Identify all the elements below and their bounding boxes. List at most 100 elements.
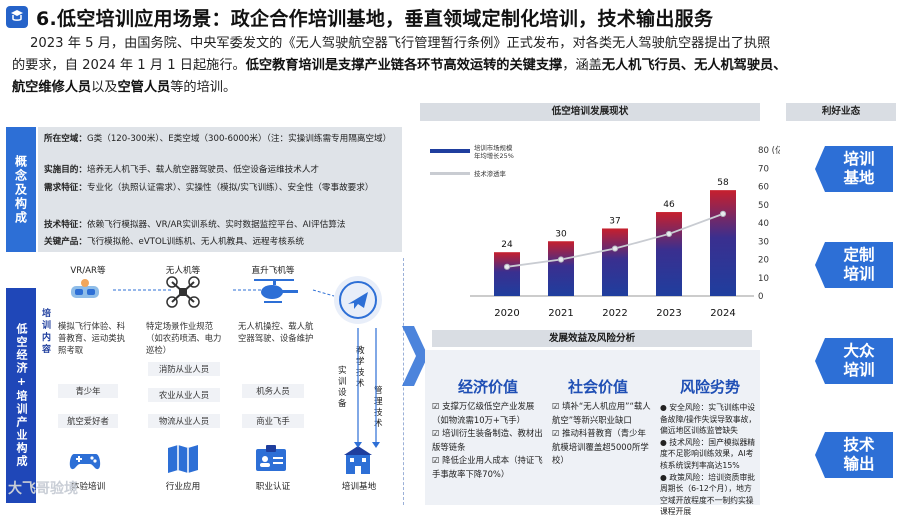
list-item-text: 培训衍生装备制造、教材出版等链条 <box>432 428 543 452</box>
concept-row: 实施目的：培养无人机飞手、载人航空器驾驶员、低空设备运维技术人才 <box>44 164 396 177</box>
concept-value: 培养无人机飞手、载人航空器驾驶员、低空设备运维技术人才 <box>86 165 320 175</box>
header-icon <box>6 6 28 28</box>
bar <box>656 212 682 296</box>
list-item: ● 安全风险：实飞训练中设备故障/操作失误导致事故，偏远地区训练监管缺失 <box>660 403 757 436</box>
list-item: ● 政策风险：培训资质审批周期长（6-12个月），地方空域开放程度不一制约实操课… <box>660 472 756 517</box>
col-foot: 行业应用 <box>165 482 201 492</box>
map-icon <box>166 444 200 474</box>
col-foot: 职业认证 <box>255 482 291 492</box>
y-tick-label: 40 <box>758 219 769 229</box>
concept-key: 所在空域： <box>44 134 87 144</box>
y-tick-label: 10 <box>758 274 769 284</box>
concept-key: 需求特征： <box>44 183 87 193</box>
intro-text: 以及 <box>91 80 118 95</box>
benefit-training-base[interactable]: 培训 基地 <box>815 146 893 192</box>
flow-lines <box>113 289 380 448</box>
concept-value: G类（120-300米）、E类空域（300-6000米）（注：实操训练需专用隔离… <box>86 134 392 144</box>
benefit-custom-training[interactable]: 定制 培训 <box>815 242 893 288</box>
audience-tag: 商业飞手 <box>242 414 304 428</box>
x-tick-label: 2020 <box>494 308 519 319</box>
series-point <box>665 230 673 238</box>
y-tick-label: 70 <box>758 164 769 174</box>
intro-emphasis: 无人机飞行员、无人机驾驶员、 <box>601 58 787 73</box>
benefit-label: 培训 <box>843 265 875 283</box>
data-label: 46 <box>663 200 675 210</box>
vr-headset-icon <box>68 278 102 304</box>
audience-tag: 物流从业人员 <box>148 414 220 428</box>
intro-emphasis: 低空教育培训是支撑产业链各环节高效运转的关键支撑 <box>245 58 563 73</box>
legend-label: 技术渗透率 <box>474 169 507 178</box>
audience-tag: 机务人员 <box>242 384 304 398</box>
analysis-title: 发展效益及风险分析 <box>432 330 752 347</box>
data-label: 37 <box>609 216 620 226</box>
arrow-label: 管理技术 <box>374 386 383 429</box>
list-item: ☑ 推动科普教育（青少年航模培训覆盖超5000所学校） <box>552 428 649 466</box>
benefit-label: 技术 <box>843 436 875 454</box>
benefit-tech-output[interactable]: 技术 输出 <box>815 432 893 478</box>
benefit-public-training[interactable]: 大众 培训 <box>815 338 893 384</box>
audience-tag: 消防从业人员 <box>148 362 220 376</box>
x-tick-label: 2021 <box>548 308 573 319</box>
intro-text: 的要求，自 2024 年 1 月 1 日起施行。 <box>12 58 246 73</box>
legend-label: 培训市场规模 <box>474 143 513 152</box>
series-point <box>557 256 565 263</box>
series-point <box>503 263 511 270</box>
building-icon <box>342 444 374 476</box>
id-card-icon <box>254 444 288 474</box>
y-tick-label: 80 (亿) <box>758 144 780 156</box>
benefit-label: 大众 <box>843 342 875 360</box>
concept-value: 依赖飞行模拟器、VR/AR实训系统、实时数据监控平台、AI评估算法 <box>86 220 346 230</box>
intro-emphasis: 航空维修人员 <box>12 80 92 95</box>
bar <box>494 252 520 296</box>
social-value-list: ☑ 填补“无人机应用”“载人航空”等新兴职业缺口 ☑ 推动科普教育（青少年航模培… <box>552 400 652 468</box>
benefit-label: 定制 <box>843 246 875 264</box>
col-head: 直升飞机等 <box>251 266 295 276</box>
benefit-label: 培训 <box>843 150 875 168</box>
benefit-title: 利好业态 <box>786 103 896 121</box>
concept-row: 关键产品：飞行模拟舱、eVTOL训练机、无人机教具、远程考核系统 <box>44 236 396 249</box>
list-item: ☑ 支撑万亿级低空产业发展（如物流需10万+飞手） <box>432 401 535 425</box>
page-title: 6.低空培训应用场景：政企合作培训基地，垂直领域定制化培训，技术输出服务 <box>36 8 714 30</box>
x-tick-label: 2024 <box>710 308 735 319</box>
legend-swatch <box>430 149 470 153</box>
econ-tab: 低空经济+培训产业构成 <box>6 288 36 503</box>
col-head: VR/AR等 <box>70 266 106 276</box>
col-note: 模拟飞行体验、科普教育、运动类执照考取 <box>58 321 125 355</box>
big-arrow <box>402 326 428 386</box>
benefit-label: 输出 <box>843 455 875 473</box>
drone-icon <box>166 276 200 308</box>
y-tick-label: 20 <box>758 256 769 266</box>
list-item-text: 安全风险：实飞训练中设备故障/操作失误导致事故，偏远地区训练监管缺失 <box>660 403 757 436</box>
chart-title: 低空培训发展现状 <box>420 103 760 121</box>
arrow-label: 实训设备 <box>338 366 347 409</box>
intro-paragraph: 2023 年 5 月，由国务院、中央军委发文的《无人驾驶航空器飞行管理暂行条例》… <box>12 33 892 99</box>
col-foot: 体验培训 <box>70 482 106 492</box>
concept-row: 技术特征：依赖飞行模拟器、VR/AR实训系统、实时数据监控平台、AI评估算法 <box>44 219 396 232</box>
benefit-label: 基地 <box>843 169 875 187</box>
x-tick-label: 2022 <box>602 308 627 319</box>
concept-row: 所在空域：G类（120-300米）、E类空域（300-6000米）（注：实操训练… <box>44 133 396 146</box>
intro-text: ，涵盖 <box>562 58 602 73</box>
concept-row: 需求特征：专业化（执照认证需求）、实操性（模拟/实飞训练）、安全性（零事故要求） <box>44 182 396 195</box>
social-value-heading: 社会价值 <box>567 378 628 396</box>
data-label: 24 <box>501 240 513 250</box>
list-item-text: 支撑万亿级低空产业发展（如物流需10万+飞手） <box>432 401 535 425</box>
list-item: ☑ 降低企业用人成本（持证飞手事故率下降70%） <box>432 455 543 479</box>
concept-key: 关键产品： <box>44 237 87 247</box>
gamepad-icon <box>68 448 102 472</box>
list-item-text: 政策风险：培训资质审批周期长（6-12个月），地方空域开放程度不一制约实操课程开… <box>660 472 756 517</box>
list-item: ☑ 填补“无人机应用”“载人航空”等新兴职业缺口 <box>552 401 651 425</box>
y-tick-label: 0 <box>758 292 763 302</box>
data-label: 30 <box>555 229 567 239</box>
bar <box>548 241 574 296</box>
list-item: ● 技术风险：国产模拟器精度不足影响训练效果，AI考核系统误判率高达15% <box>660 437 756 470</box>
econ-area: 培训内容 VR/AR等 模拟飞行体验、科普教育、运动类执照考取 青少年 航空爱好… <box>38 258 404 505</box>
col-note: 特定场景作业规范（如农药喷洒、电力巡检） <box>146 321 222 355</box>
col-note: 无人机操控、载人航空器驾驶、设备维护 <box>238 321 314 343</box>
bar <box>710 190 736 296</box>
concept-tab: 概念及构成 <box>6 127 36 252</box>
list-item-text: 降低企业用人成本（持证飞手事故率下降70%） <box>432 455 543 479</box>
concept-value: 专业化（执照认证需求）、实操性（模拟/实飞训练）、安全性（零事故要求） <box>86 183 374 193</box>
legend-swatch <box>430 172 470 175</box>
